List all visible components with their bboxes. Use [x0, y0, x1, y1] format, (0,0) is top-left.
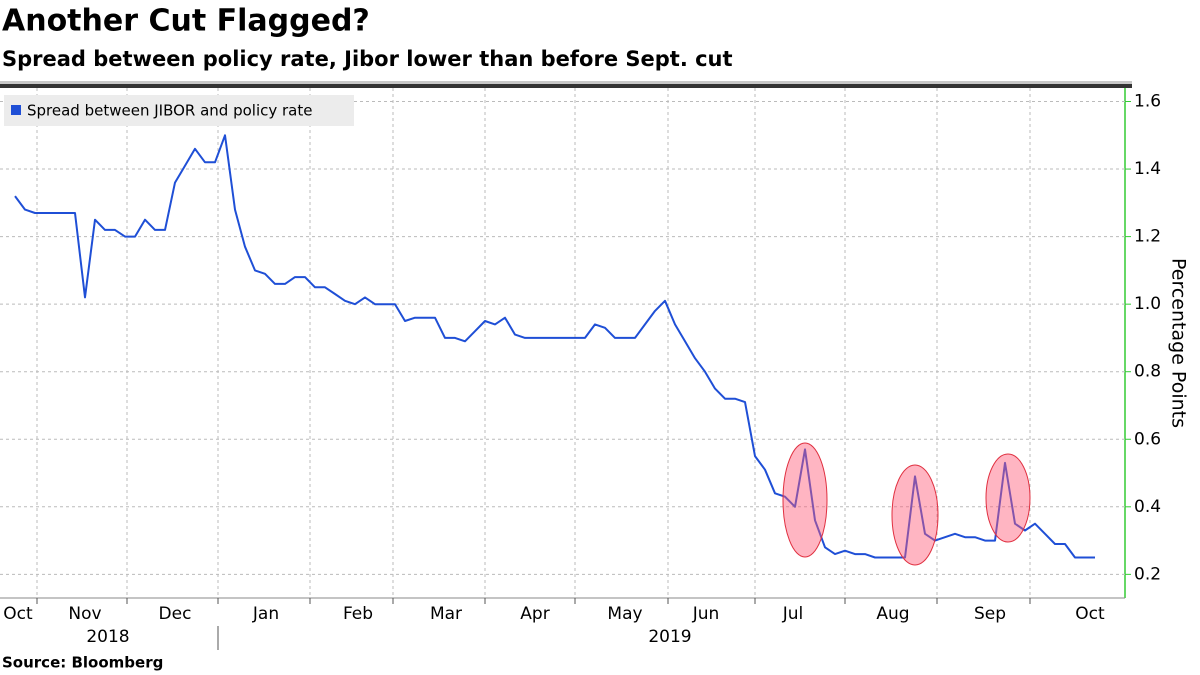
x-tick-label: Nov: [68, 604, 101, 624]
x-tick-label: Dec: [159, 604, 192, 624]
y-tick-label: 0.8: [1134, 362, 1161, 382]
x-tick-label: May: [607, 604, 642, 624]
chart-subtitle: Spread between policy rate, Jibor lower …: [2, 47, 733, 71]
chart-title: Another Cut Flagged?: [2, 4, 370, 39]
highlight: [985, 453, 1031, 543]
x-tick-label: Sep: [974, 604, 1006, 624]
highlight: [891, 464, 939, 566]
legend-label: Spread between JIBOR and policy rate: [27, 102, 312, 120]
legend-swatch: [11, 105, 21, 115]
y-tick-label: 0.4: [1134, 497, 1161, 517]
x-tick-label: Jun: [692, 604, 720, 624]
plot: [14, 134, 1095, 559]
x-tick-label: Mar: [430, 604, 462, 624]
y-tick-label: 0.2: [1134, 564, 1161, 584]
y-tick-label: 1.0: [1134, 294, 1161, 314]
x-tick-label: Apr: [520, 604, 549, 624]
year-label: 2019: [648, 627, 691, 647]
year-label: 2018: [86, 627, 129, 647]
source: Source: Bloomberg: [2, 654, 163, 672]
header-rule: [0, 81, 1132, 84]
y-tick-label: 1.6: [1134, 92, 1161, 112]
x-tick-label: Jul: [782, 604, 804, 624]
month-grid: [0, 88, 1125, 598]
y-axis-title: Percentage Points: [1168, 258, 1190, 428]
y-tick-label: 0.6: [1134, 429, 1161, 449]
x-tick-label: Oct: [1075, 604, 1105, 624]
x-tick-label: Feb: [343, 604, 373, 624]
y-tick-label: 1.4: [1134, 159, 1161, 179]
series-line: [14, 134, 1095, 559]
header-rule: [0, 84, 1132, 88]
y-tick-label: 1.2: [1134, 227, 1161, 247]
x-tick-label: Jan: [252, 604, 279, 624]
x-tick-label: Oct: [3, 604, 33, 624]
legend-box: [4, 95, 354, 126]
x-tick-label: Aug: [876, 604, 909, 624]
highlight: [782, 442, 828, 558]
